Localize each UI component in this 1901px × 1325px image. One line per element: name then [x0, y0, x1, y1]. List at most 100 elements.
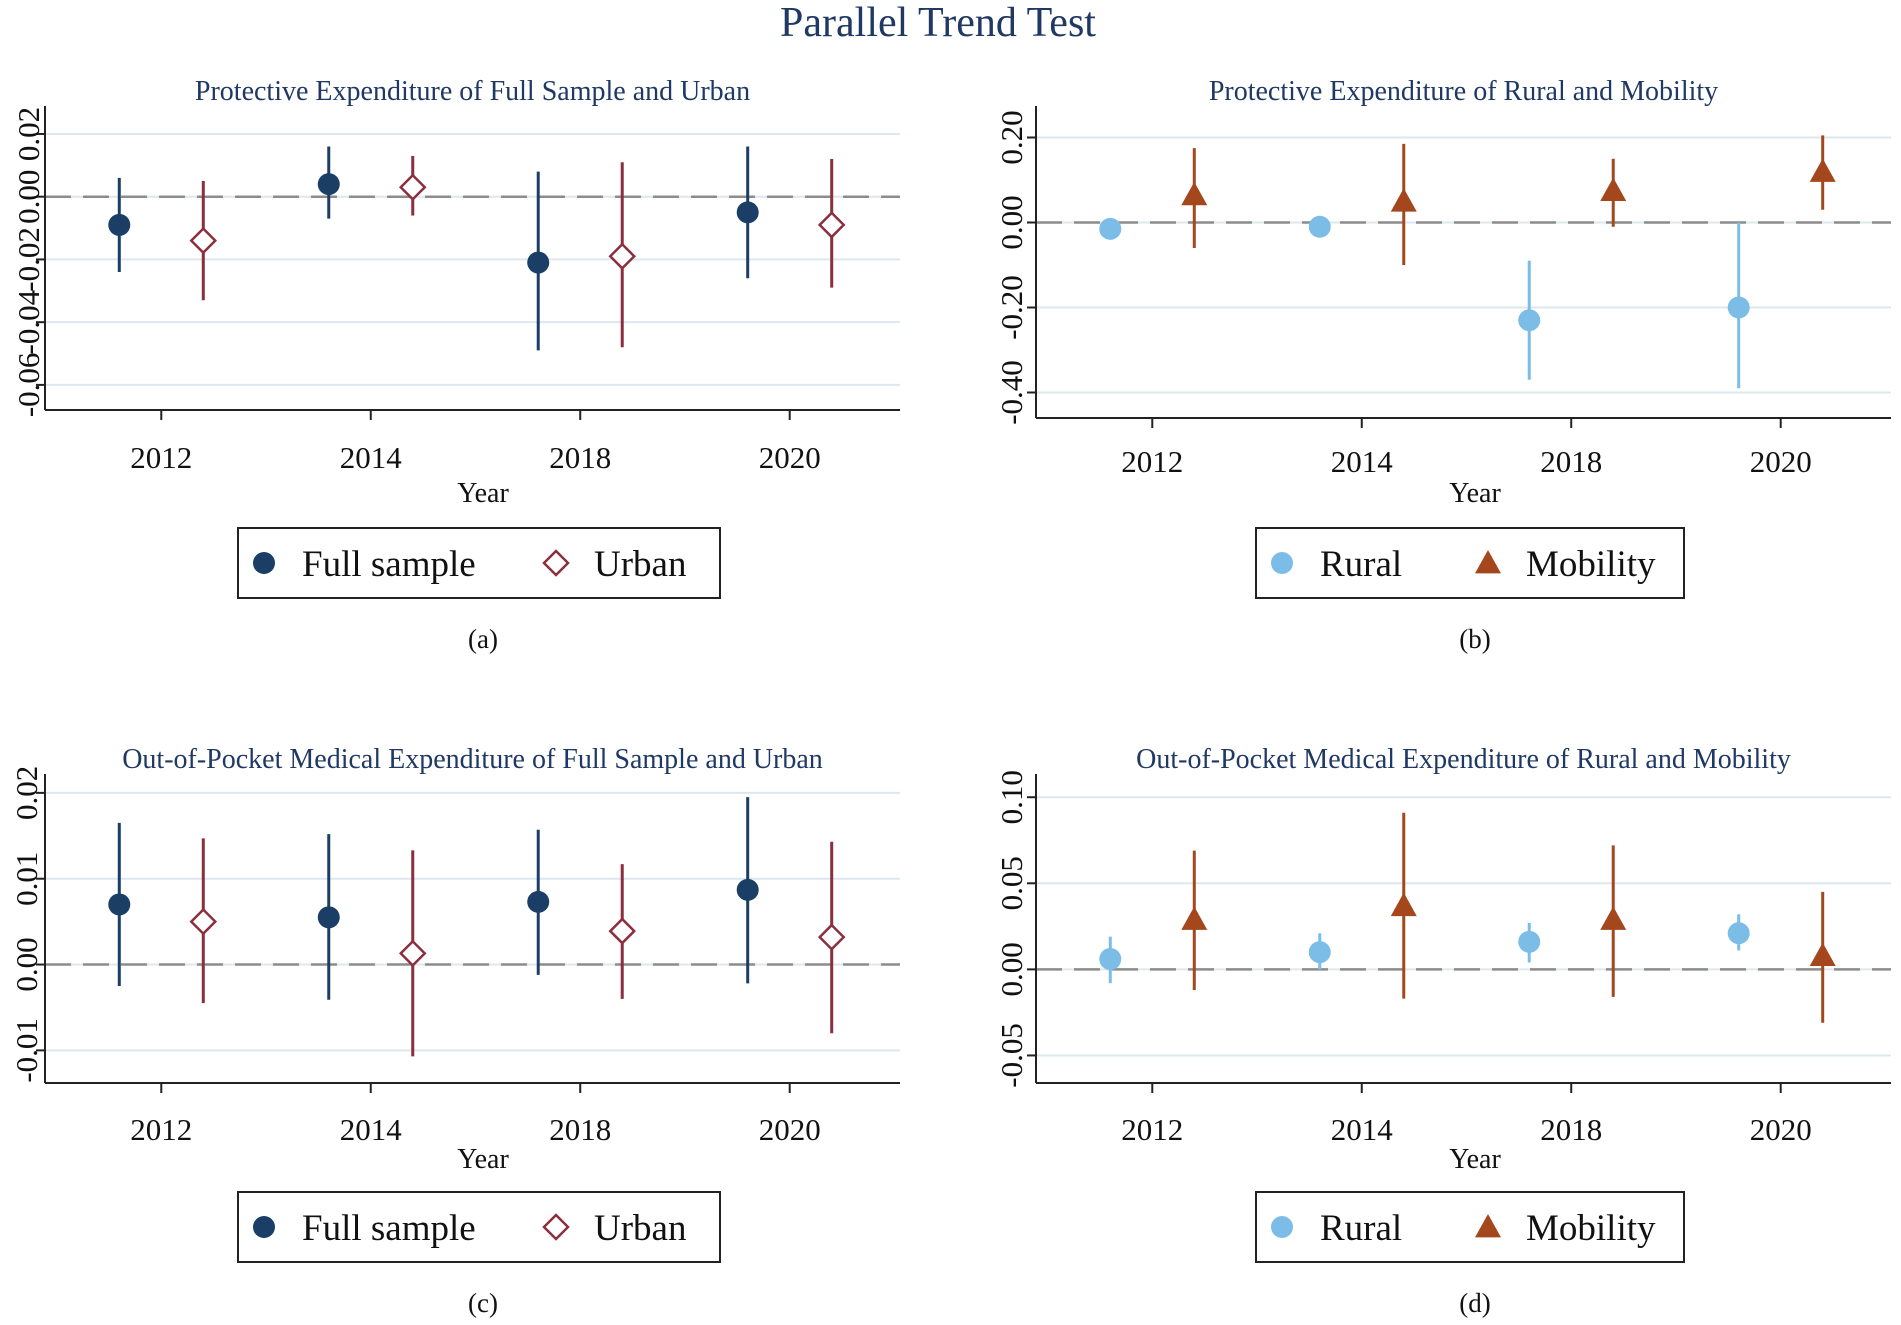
data-point: [317, 906, 340, 929]
x-tick-label: 2012: [130, 1112, 192, 1147]
series-full-sample: [108, 797, 759, 1000]
data-point: [1308, 215, 1331, 238]
data-point: [1308, 941, 1331, 964]
data-point: [1727, 296, 1750, 319]
data-point: [1099, 217, 1122, 240]
x-tick-label: 2020: [759, 440, 821, 475]
data-point: [817, 211, 846, 239]
legend-label: Urban: [594, 544, 686, 585]
x-tick-label: 2014: [1331, 444, 1394, 479]
data-point: [1518, 930, 1541, 953]
data-point: [527, 890, 550, 913]
panel-caption: (b): [1459, 624, 1490, 654]
data-point: [189, 226, 218, 255]
data-point: [736, 878, 759, 901]
data-point: [608, 242, 636, 271]
y-tick-label: 0.20: [994, 110, 1029, 164]
data-point: [398, 939, 427, 968]
x-tick-label: 2018: [1540, 444, 1602, 479]
data-point: [736, 201, 759, 224]
data-point: [1181, 906, 1208, 930]
x-axis-title: Year: [1449, 1144, 1501, 1175]
panel-title: Out-of-Pocket Medical Expenditure of Ful…: [122, 744, 823, 775]
x-tick-label: 2018: [549, 1112, 611, 1147]
x-tick-label: 2018: [1540, 1112, 1602, 1147]
chart-panel-d: Out-of-Pocket Medical Expenditure of Rur…: [994, 744, 1891, 1318]
x-axis-title: Year: [1449, 478, 1501, 509]
data-point: [1600, 906, 1627, 930]
y-tick-label: 0.02: [11, 107, 46, 161]
chart-panel-c: Out-of-Pocket Medical Expenditure of Ful…: [9, 744, 900, 1318]
y-tick-label: -0.40: [994, 360, 1029, 425]
panel-title: Protective Expenditure of Full Sample an…: [195, 76, 750, 107]
data-point: [608, 917, 636, 945]
series-rural: [1099, 914, 1750, 984]
legend-box: [1255, 1191, 1685, 1263]
data-point: [317, 173, 340, 196]
legend-marker: [1475, 550, 1501, 574]
legend-marker: [1475, 1214, 1501, 1238]
x-axis-title: Year: [457, 478, 509, 509]
legend-label: Urban: [594, 1208, 686, 1249]
legend-label: Full sample: [302, 1208, 476, 1249]
x-tick-label: 2014: [340, 440, 403, 475]
y-tick-label: 0.01: [9, 852, 44, 906]
data-point: [1809, 942, 1836, 967]
legend-label: Mobility: [1526, 544, 1656, 585]
series-mobility: [1181, 812, 1836, 1023]
legend-marker: [1271, 1216, 1293, 1238]
legend-box: [237, 1191, 721, 1263]
y-tick-label: -0.05: [994, 1023, 1029, 1088]
series-full-sample: [108, 146, 759, 351]
y-tick-label: -0.04: [11, 289, 46, 354]
panel-caption: (a): [468, 624, 498, 654]
y-tick-label: 0.00: [994, 942, 1029, 996]
chart-panel-a: Protective Expenditure of Full Sample an…: [11, 76, 900, 654]
legend-marker: [542, 1213, 570, 1241]
series-rural: [1099, 215, 1750, 389]
panel-title: Out-of-Pocket Medical Expenditure of Rur…: [1136, 744, 1791, 775]
legend-label: Rural: [1320, 1208, 1402, 1249]
panel-title: Protective Expenditure of Rural and Mobi…: [1209, 76, 1718, 107]
data-point: [1099, 948, 1122, 971]
data-point: [527, 251, 550, 274]
data-point: [108, 893, 131, 916]
data-point: [817, 923, 846, 951]
legend: Rural Mobility: [1255, 1191, 1685, 1263]
y-tick-label: -0.02: [11, 227, 46, 292]
y-tick-label: -0.20: [994, 275, 1029, 340]
legend-label: Full sample: [302, 544, 476, 585]
legend: Full sample Urban: [237, 1191, 721, 1263]
y-tick-label: 0.00: [9, 937, 44, 991]
data-point: [398, 173, 427, 202]
panel-caption: (c): [468, 1288, 498, 1318]
x-tick-label: 2014: [1331, 1112, 1394, 1147]
data-point: [1390, 892, 1417, 917]
legend-marker: [253, 552, 275, 574]
series-urban: [189, 838, 846, 1057]
data-point: [1390, 188, 1417, 212]
series-urban: [189, 155, 846, 348]
data-point: [108, 213, 131, 236]
y-tick-label: -0.01: [9, 1018, 44, 1083]
data-point: [189, 907, 218, 936]
legend-marker: [253, 1216, 275, 1238]
x-tick-label: 2012: [1121, 1112, 1183, 1147]
x-tick-label: 2020: [759, 1112, 821, 1147]
y-tick-label: 0.10: [994, 770, 1029, 824]
y-tick-label: -0.06: [11, 353, 46, 418]
data-point: [1518, 309, 1541, 332]
x-axis-title: Year: [457, 1144, 509, 1175]
series-mobility: [1181, 135, 1836, 265]
x-tick-label: 2018: [549, 440, 611, 475]
y-tick-label: 0.00: [994, 195, 1029, 249]
y-tick-label: 0.05: [994, 856, 1029, 910]
legend-marker: [542, 549, 570, 577]
data-point: [1181, 181, 1208, 206]
x-tick-label: 2014: [340, 1112, 403, 1147]
y-tick-label: 0.02: [9, 766, 44, 820]
x-tick-label: 2020: [1750, 1112, 1812, 1147]
data-point: [1809, 158, 1836, 182]
panel-caption: (d): [1459, 1288, 1490, 1318]
